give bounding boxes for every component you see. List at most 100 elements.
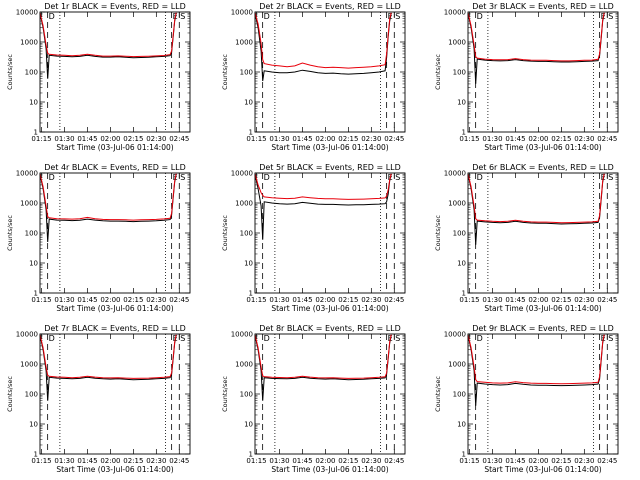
series-lld-line: [39, 173, 177, 221]
series-lld-line: [39, 334, 177, 379]
x-tick-label: 02:00: [315, 135, 335, 143]
x-tick-label: 01:30: [54, 296, 74, 304]
x-tick-label: 02:45: [384, 296, 404, 304]
x-axis-label: Start Time (03-Jul-06 01:14:00): [484, 465, 601, 474]
series-events-line: [39, 13, 177, 79]
x-tick-label: 01:30: [269, 135, 289, 143]
x-tick-label: 01:15: [31, 135, 51, 143]
y-tick-label: 100: [240, 391, 253, 399]
marker-label: D: [49, 334, 55, 343]
y-tick-label: 100: [453, 69, 466, 77]
y-axis-label: Counts/sec: [6, 215, 14, 251]
x-tick-label: 01:30: [482, 296, 502, 304]
x-tick-label: 01:45: [77, 457, 97, 465]
marker-label: D: [477, 173, 483, 182]
plot-frame: [254, 333, 406, 455]
x-tick-label: 01:45: [505, 135, 525, 143]
y-axis-label: Counts/sec: [221, 54, 229, 90]
x-axis-label: Start Time (03-Jul-06 01:14:00): [271, 143, 388, 152]
series-lld-line: [254, 173, 392, 200]
y-tick-label: 10000: [16, 331, 38, 339]
panel-title: Det 4r BLACK = Events, RED = LLD: [44, 163, 186, 172]
y-tick-label: 100: [453, 230, 466, 238]
panel-det-5: Det 5r BLACK = Events, RED = LLD Counts/s…: [221, 163, 406, 313]
x-tick-label: 01:30: [54, 135, 74, 143]
y-axis-label: Counts/sec: [434, 376, 442, 412]
plot-frame: [39, 172, 191, 294]
series-events-line: [39, 174, 177, 243]
x-tick-label: 01:15: [246, 135, 266, 143]
series-events-line: [254, 174, 392, 240]
x-tick-label: 01:45: [505, 296, 525, 304]
y-tick-label: 1: [34, 290, 38, 298]
x-tick-label: 01:45: [505, 457, 525, 465]
y-tick-label: 10000: [444, 170, 466, 178]
y-tick-label: 1: [34, 129, 38, 137]
x-axis-label: Start Time (03-Jul-06 01:14:00): [484, 143, 601, 152]
marker-label: S: [608, 334, 613, 343]
y-tick-label: 10: [244, 260, 253, 268]
x-axis-label: Start Time (03-Jul-06 01:14:00): [271, 465, 388, 474]
y-tick-label: 1: [462, 129, 466, 137]
x-tick-label: 01:15: [246, 457, 266, 465]
panel-title: Det 5r BLACK = Events, RED = LLD: [259, 163, 401, 172]
x-tick-label: 02:00: [315, 296, 335, 304]
y-tick-label: 10000: [444, 331, 466, 339]
series-events-line: [467, 13, 605, 84]
x-tick-label: 01:45: [77, 296, 97, 304]
y-tick-label: 1: [34, 451, 38, 459]
marker-label: D: [264, 334, 270, 343]
series-events-line: [39, 335, 177, 401]
panel-title: Det 7r BLACK = Events, RED = LLD: [44, 324, 186, 333]
y-axis-label: Counts/sec: [6, 376, 14, 412]
y-axis-label: Counts/sec: [6, 54, 14, 90]
x-axis-label: Start Time (03-Jul-06 01:14:00): [56, 304, 173, 313]
panel-title: Det 3r BLACK = Events, RED = LLD: [472, 2, 614, 11]
x-tick-label: 01:30: [269, 457, 289, 465]
x-tick-label: 02:30: [146, 296, 166, 304]
y-tick-label: 10000: [16, 170, 38, 178]
x-tick-label: 02:45: [384, 135, 404, 143]
x-tick-label: 02:45: [384, 457, 404, 465]
x-tick-label: 02:00: [100, 457, 120, 465]
y-tick-label: 10000: [444, 9, 466, 17]
y-tick-label: 10: [29, 421, 38, 429]
x-tick-label: 01:30: [54, 457, 74, 465]
panel-det-7: Det 7r BLACK = Events, RED = LLD Counts/s…: [6, 324, 191, 474]
panel-title: Det 9r BLACK = Events, RED = LLD: [472, 324, 614, 333]
panel-det-8: Det 8r BLACK = Events, RED = LLD Counts/s…: [221, 324, 406, 474]
panel-det-9: Det 9r BLACK = Events, RED = LLD Counts/s…: [434, 324, 619, 474]
x-tick-label: 02:30: [361, 296, 381, 304]
marker-label: D: [264, 173, 270, 182]
y-tick-label: 1000: [235, 39, 253, 47]
marker-label: D: [477, 12, 483, 21]
x-axis-label: Start Time (03-Jul-06 01:14:00): [484, 304, 601, 313]
x-tick-label: 01:45: [292, 457, 312, 465]
x-tick-label: 02:30: [146, 457, 166, 465]
marker-label: S: [180, 12, 185, 21]
x-tick-label: 02:15: [123, 296, 143, 304]
x-tick-label: 02:30: [146, 135, 166, 143]
plot-frame: [39, 11, 191, 133]
x-tick-label: 02:15: [123, 457, 143, 465]
x-tick-label: 01:45: [292, 296, 312, 304]
x-tick-label: 02:00: [528, 296, 548, 304]
y-tick-label: 1: [249, 290, 253, 298]
y-tick-label: 10000: [16, 9, 38, 17]
y-tick-label: 1000: [20, 39, 38, 47]
y-tick-label: 1000: [448, 361, 466, 369]
marker-label: S: [180, 334, 185, 343]
x-tick-label: 02:15: [338, 135, 358, 143]
x-tick-label: 02:45: [169, 457, 189, 465]
x-tick-label: 02:15: [551, 135, 571, 143]
panel-det-2: Det 2r BLACK = Events, RED = LLD Counts/s…: [221, 2, 406, 152]
plot-frame: [39, 333, 191, 455]
y-tick-label: 1: [249, 129, 253, 137]
x-tick-label: 02:30: [574, 457, 594, 465]
x-tick-label: 02:00: [100, 296, 120, 304]
panel-title: Det 6r BLACK = Events, RED = LLD: [472, 163, 614, 172]
y-tick-label: 1000: [235, 200, 253, 208]
x-tick-label: 02:15: [551, 296, 571, 304]
y-axis-label: Counts/sec: [434, 215, 442, 251]
y-axis-label: Counts/sec: [221, 215, 229, 251]
